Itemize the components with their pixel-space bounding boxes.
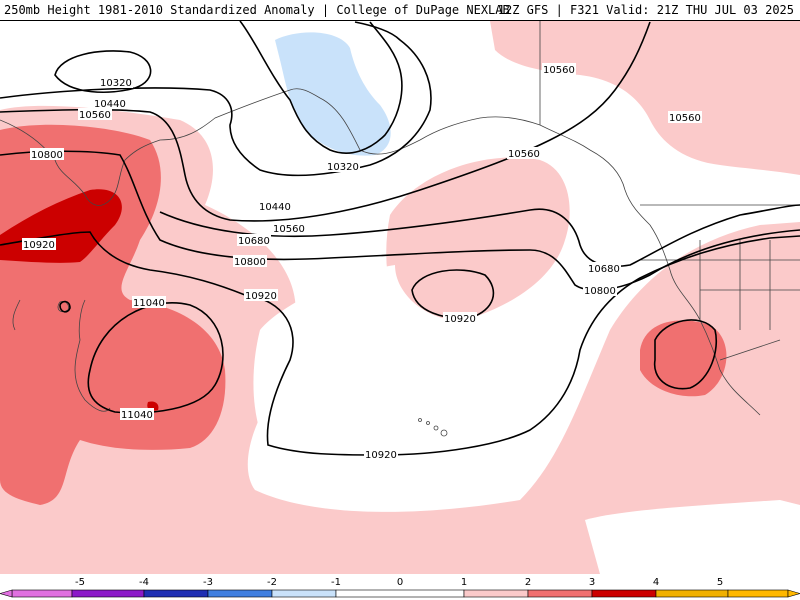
colorbar-ticks: -5 -4 -3 -2 -1 0 1 2 3 4 5 [75, 577, 723, 588]
contour-11040-closed [87, 302, 224, 414]
map-title: 250mb Height 1981-2010 Standardized Anom… [4, 3, 510, 17]
colorbar-tick-label: 5 [717, 577, 723, 588]
contour-10680 [159, 204, 800, 268]
colorbar-tick-label: -1 [331, 577, 341, 588]
contour-label: 11040 [121, 410, 153, 421]
contour-label: 10440 [94, 99, 126, 110]
colorbar-swatch [207, 589, 273, 598]
colorbar-swatch [727, 589, 789, 598]
hawaii-islands [418, 418, 448, 437]
positive-anomaly-light [0, 21, 800, 574]
contour-10920-small [59, 300, 71, 313]
colorbar-max-arrow [787, 589, 800, 598]
contour-10920-main [244, 235, 800, 456]
contour-label: 10440 [259, 202, 291, 213]
contour-label: 10800 [31, 150, 63, 161]
colorbar-tick-label: -5 [75, 577, 85, 588]
contour-10800 [0, 150, 800, 291]
colorbar-tick-label: 2 [525, 577, 531, 588]
colorbar-swatch [71, 589, 145, 598]
colorbar-tick-label: 4 [653, 577, 659, 588]
colorbar-swatch [143, 589, 209, 598]
height-contours [0, 21, 800, 456]
contour-label: 11040 [133, 298, 165, 309]
contour-10920-california [653, 319, 717, 390]
anomaly-map: 10320 10440 10560 10800 10920 11040 1104… [0, 21, 800, 574]
colorbar-swatch [655, 589, 729, 598]
colorbar-swatch [335, 589, 465, 598]
colorbar: -5 -4 -3 -2 -1 0 1 2 3 4 5 [0, 574, 800, 600]
map-header: 250mb Height 1981-2010 Standardized Anom… [0, 0, 800, 21]
colorbar-tick-label: 0 [397, 577, 403, 588]
contour-label: 10320 [100, 78, 132, 89]
colorbar-swatch [591, 589, 657, 598]
contour-label: 10680 [588, 264, 620, 275]
contour-label: 10560 [543, 65, 575, 76]
contour-label-group: 10320 10440 10560 10800 10920 11040 1104… [22, 63, 702, 461]
negative-anomaly-alaska [275, 32, 391, 156]
colorbar-swatch [463, 589, 529, 598]
contour-10560 [0, 21, 651, 222]
colorbar-swatch [271, 589, 337, 598]
contour-label: 10560 [508, 149, 540, 160]
contour-10320-alaska [239, 21, 403, 154]
colorbar-tick-label: -4 [139, 577, 149, 588]
contour-label: 10920 [23, 240, 55, 251]
contour-label: 10560 [669, 113, 701, 124]
contour-10320-west [54, 50, 152, 94]
colorbar-swatches [11, 589, 789, 598]
contour-label: 10800 [234, 257, 266, 268]
contour-label: 10800 [584, 286, 616, 297]
contour-label: 10560 [273, 224, 305, 235]
contour-label: 10320 [327, 162, 359, 173]
contour-label: 10920 [444, 314, 476, 325]
colorbar-tick-label: 3 [589, 577, 595, 588]
contour-10440 [0, 21, 432, 177]
contour-label: 10680 [238, 236, 270, 247]
colorbar-tick-label: -3 [203, 577, 213, 588]
colorbar-tick-label: -2 [267, 577, 277, 588]
contour-10920-west [0, 231, 246, 296]
colorbar-tick-label: 1 [461, 577, 467, 588]
contour-label: 10560 [79, 110, 111, 121]
near-zero-region [253, 245, 584, 475]
colorbar-swatch [11, 589, 73, 598]
contour-10920-closed [411, 269, 495, 320]
colorbar-swatch [527, 589, 593, 598]
model-run-info: 12Z GFS | F321 Valid: 21Z THU JUL 03 202… [497, 3, 794, 17]
contour-label: 10920 [365, 450, 397, 461]
coastlines [0, 21, 800, 416]
colorbar-min-arrow [0, 589, 13, 598]
contour-label: 10920 [245, 291, 277, 302]
